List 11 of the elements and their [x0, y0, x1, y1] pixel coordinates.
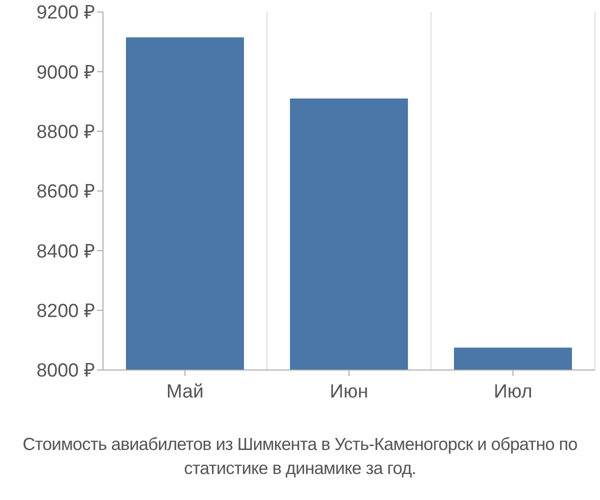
x-tick-label: Июл	[494, 381, 532, 402]
y-tick-label: 8200 ₽	[36, 301, 95, 322]
x-tick-label: Май	[166, 381, 204, 402]
y-tick-label: 8400 ₽	[36, 241, 95, 262]
x-tick-label: Июн	[330, 381, 368, 402]
text: Стоимость авиабилетов из Шимкента в Усть-Каменогорск и обратно по статистике в динамике за год.	[22, 433, 578, 480]
y-tick-label: 8000 ₽	[36, 360, 95, 382]
y-tick-label: 9200 ₽	[36, 2, 95, 24]
y-tick-label: 8600 ₽	[36, 182, 95, 203]
y-tick-label: 8800 ₽	[36, 122, 95, 144]
y-tick-label: 9000 ₽	[36, 62, 95, 84]
